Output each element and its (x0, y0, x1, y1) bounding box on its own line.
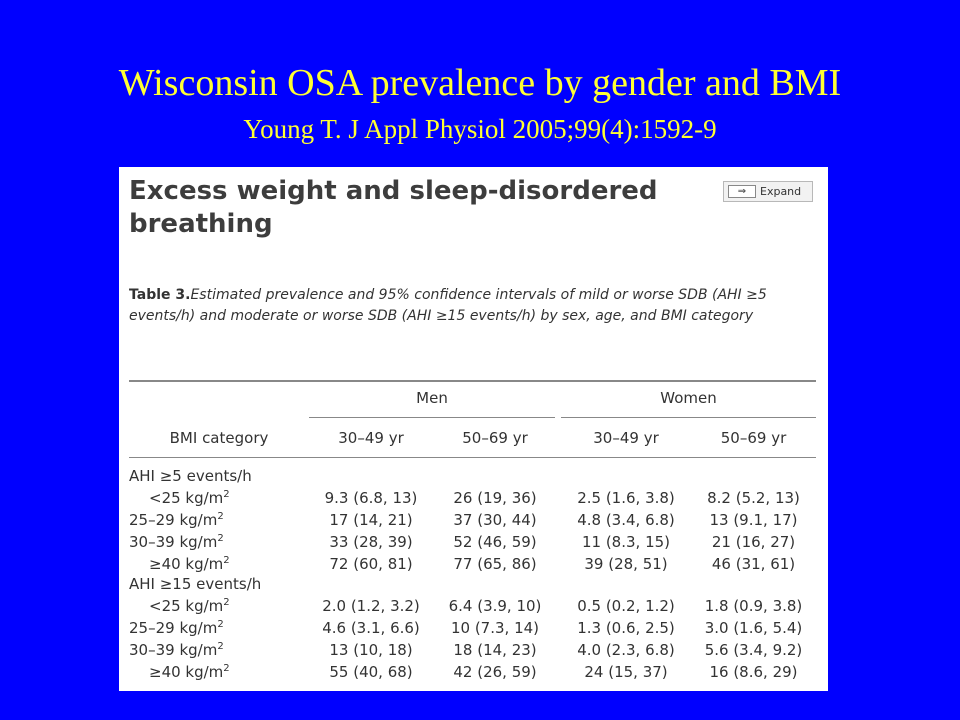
col-header: 30–49 yr (593, 429, 659, 447)
table-cell: 18 (14, 23) (453, 641, 537, 659)
table-cell: 10 (7.3, 14) (450, 619, 540, 637)
table-cell: 4.0 (2.3, 6.8) (577, 641, 675, 659)
slide-subtitle: Young T. J Appl Physiol 2005;99(4):1592-… (243, 114, 717, 144)
table-cell: 17 (14, 21) (329, 511, 413, 529)
table-cell: 9.3 (6.8, 13) (324, 489, 418, 507)
header-bottom-rule (129, 457, 816, 458)
men-group-rule (309, 417, 555, 418)
table-cell: 2.0 (1.2, 3.2) (322, 597, 420, 615)
arrow-right-icon: ⇒ (728, 185, 756, 198)
bmi-row-label: 25–29 kg/m2 (129, 619, 224, 637)
caption-lead: Table 3. (129, 287, 191, 303)
slide-title: Wisconsin OSA prevalence by gender and B… (118, 62, 842, 104)
expand-button[interactable]: ⇒ Expand (723, 181, 813, 202)
bmi-row-label: 30–39 kg/m2 (129, 641, 224, 659)
table-cell: 42 (26, 59) (453, 663, 537, 681)
col-header: 50–69 yr (720, 429, 787, 447)
bmi-row-label: 25–29 kg/m2 (129, 511, 224, 529)
women-group-rule (561, 417, 816, 418)
table-cell: 8.2 (5.2, 13) (707, 489, 800, 507)
table-cell: 16 (8.6, 29) (709, 663, 798, 681)
table-cell: 1.3 (0.6, 2.5) (577, 619, 675, 637)
row-header-bmi: BMI category (169, 429, 269, 447)
caption-text: Estimated prevalence and 95% confidence … (129, 287, 767, 324)
table-cell: 55 (40, 68) (329, 663, 413, 681)
table-cell: 39 (28, 51) (584, 555, 668, 573)
table-cell: 37 (30, 44) (453, 511, 537, 529)
col-header: 30–49 yr (338, 429, 404, 447)
table-cell: 13 (10, 18) (329, 641, 413, 659)
table-cell: 21 (16, 27) (711, 533, 796, 551)
table-cell: 0.5 (0.2, 1.2) (577, 597, 675, 615)
bmi-row-label: 30–39 kg/m2 (129, 533, 224, 551)
section-label: AHI ≥5 events/h (129, 467, 252, 485)
bmi-row-label: ≥40 kg/m2 (149, 555, 230, 573)
table-cell: 13 (9.1, 17) (709, 511, 798, 529)
table-cell: 26 (19, 36) (453, 489, 537, 507)
section-label: AHI ≥15 events/h (129, 575, 262, 593)
expand-label: Expand (760, 185, 802, 198)
bmi-row-label: <25 kg/m2 (149, 489, 230, 507)
table-cell: 5.6 (3.4, 9.2) (704, 641, 803, 659)
table-cell: 6.4 (3.9, 10) (448, 597, 542, 615)
bmi-row-label: ≥40 kg/m2 (149, 663, 230, 681)
table-caption: Table 3.Estimated prevalence and 95% con… (129, 285, 819, 327)
table-cell: 46 (31, 61) (711, 555, 796, 573)
table-cell: 3.0 (1.6, 5.4) (704, 619, 803, 637)
group-header-men: Men (416, 389, 448, 407)
section-heading: Excess weight and sleep-disordered breat… (129, 176, 658, 239)
table-cell: 4.8 (3.4, 6.8) (577, 511, 675, 529)
table-top-rule (129, 380, 816, 382)
table-cell: 1.8 (0.9, 3.8) (704, 597, 803, 615)
table-cell: 2.5 (1.6, 3.8) (577, 489, 675, 507)
table-cell: 77 (65, 86) (453, 555, 537, 573)
table-cell: 52 (46, 59) (453, 533, 537, 551)
table-cell: 11 (8.3, 15) (581, 533, 671, 551)
article-panel: Excess weight and sleep-disordered breat… (119, 167, 828, 691)
table-cell: 33 (28, 39) (329, 533, 413, 551)
bmi-row-label: <25 kg/m2 (149, 597, 230, 615)
col-header: 50–69 yr (462, 429, 528, 447)
group-header-women: Women (660, 389, 717, 407)
table-cell: 72 (60, 81) (329, 555, 413, 573)
table-cell: 24 (15, 37) (584, 663, 668, 681)
table-cell: 4.6 (3.1, 6.6) (322, 619, 420, 637)
